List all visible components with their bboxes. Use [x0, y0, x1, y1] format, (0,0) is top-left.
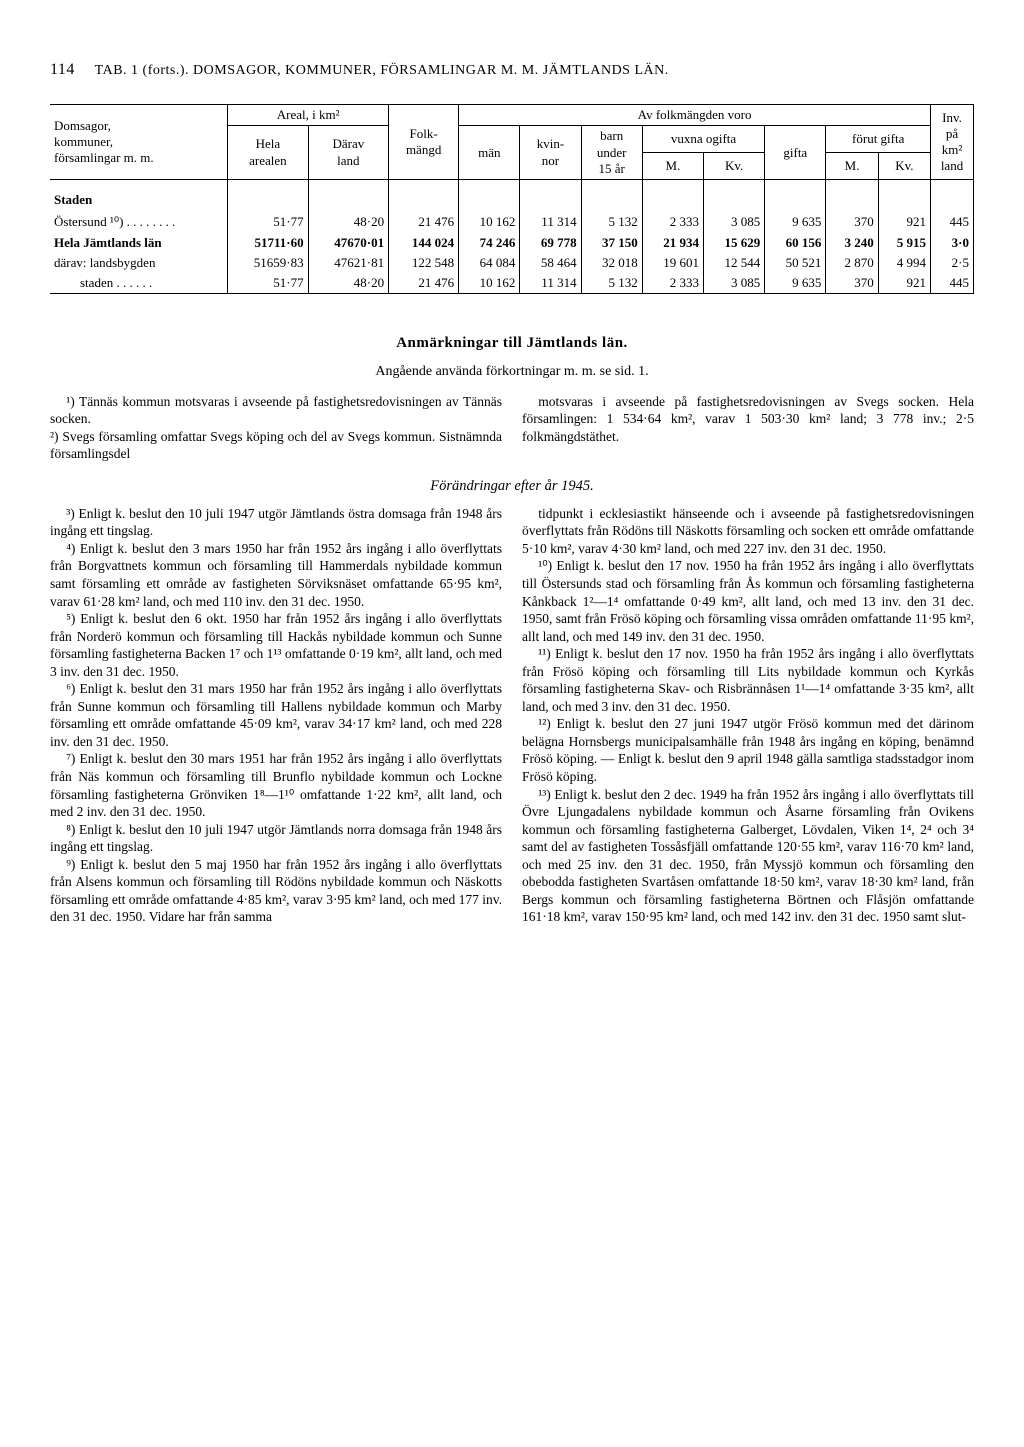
notes-title: Anmärkningar till Jämtlands län. [50, 334, 974, 353]
row-label: staden . . . . . . [50, 273, 228, 294]
cell: 5 132 [581, 273, 642, 294]
cell: 11 314 [520, 212, 581, 232]
cell: 32 018 [581, 253, 642, 273]
cell: 921 [878, 273, 930, 294]
cell: 58 464 [520, 253, 581, 273]
changes-title: Förändringar efter år 1945. [50, 477, 974, 495]
cell: 48·20 [308, 212, 388, 232]
note-paragraph: ⁶) Enligt k. beslut den 31 mars 1950 har… [50, 680, 502, 750]
cell: 50 521 [765, 253, 826, 273]
note-left-top: ¹) Tännäs kommun motsvaras i avseende på… [50, 393, 502, 463]
cell: 2 333 [642, 273, 703, 294]
notes-left-col: ³) Enligt k. beslut den 10 juli 1947 utg… [50, 505, 502, 926]
th-inv: Inv.påkm²land [931, 105, 974, 180]
th-domsagor: Domsagor,kommuner,församlingar m. m. [50, 105, 228, 180]
header-text: TAB. 1 (forts.). DOMSAGOR, KOMMUNER, FÖR… [95, 63, 669, 78]
cell: 48·20 [308, 273, 388, 294]
notes-right-col: tidpunkt i ecklesiastikt hänseende och i… [522, 505, 974, 926]
cell: 445 [931, 212, 974, 232]
th-vuxna: vuxna ogifta [642, 126, 764, 153]
cell: 12 544 [703, 253, 764, 273]
row-label: därav: landsbygden [50, 253, 228, 273]
cell: 51659·83 [228, 253, 308, 273]
row-label: Hela Jämtlands län [50, 233, 228, 253]
th-m1: M. [642, 153, 703, 180]
cell: 9 635 [765, 212, 826, 232]
cell: 21 934 [642, 233, 703, 253]
cell: 10 162 [459, 273, 520, 294]
page-header: 114 TAB. 1 (forts.). DOMSAGOR, KOMMUNER,… [50, 60, 974, 80]
notes-body: ³) Enligt k. beslut den 10 juli 1947 utg… [50, 505, 974, 926]
note-right-top: motsvaras i avseende på fastighetsredovi… [522, 393, 974, 446]
cell: 370 [826, 273, 878, 294]
cell: 47670·01 [308, 233, 388, 253]
cell: 15 629 [703, 233, 764, 253]
notes-top: ¹) Tännäs kommun motsvaras i avseende på… [50, 393, 974, 463]
note-paragraph: ¹³) Enligt k. beslut den 2 dec. 1949 ha … [522, 786, 974, 926]
cell: 3 240 [826, 233, 878, 253]
note-paragraph: ¹²) Enligt k. beslut den 27 juni 1947 ut… [522, 715, 974, 785]
cell: 5 132 [581, 212, 642, 232]
note-paragraph: ¹¹) Enligt k. beslut den 17 nov. 1950 ha… [522, 645, 974, 715]
section-label: Staden [50, 180, 228, 213]
cell: 64 084 [459, 253, 520, 273]
cell: 69 778 [520, 233, 581, 253]
note-paragraph: ⁷) Enligt k. beslut den 30 mars 1951 har… [50, 750, 502, 820]
cell: 445 [931, 273, 974, 294]
th-hela: Helaarealen [228, 126, 308, 180]
cell: 921 [878, 212, 930, 232]
row-label: Östersund ¹⁰) . . . . . . . . [50, 212, 228, 232]
cell: 74 246 [459, 233, 520, 253]
th-gifta: gifta [765, 126, 826, 180]
cell: 3·0 [931, 233, 974, 253]
cell: 11 314 [520, 273, 581, 294]
cell: 2·5 [931, 253, 974, 273]
cell: 47621·81 [308, 253, 388, 273]
note-paragraph: ¹⁰) Enligt k. beslut den 17 nov. 1950 ha… [522, 557, 974, 645]
cell: 10 162 [459, 212, 520, 232]
cell: 3 085 [703, 273, 764, 294]
th-forut: förut gifta [826, 126, 931, 153]
data-table: Domsagor,kommuner,församlingar m. m. Are… [50, 104, 974, 294]
note-paragraph: ⁸) Enligt k. beslut den 10 juli 1947 utg… [50, 821, 502, 856]
note-paragraph: ³) Enligt k. beslut den 10 juli 1947 utg… [50, 505, 502, 540]
note-paragraph: ⁵) Enligt k. beslut den 6 okt. 1950 har … [50, 610, 502, 680]
th-folk: Folk-mängd [389, 105, 459, 180]
cell: 3 085 [703, 212, 764, 232]
cell: 21 476 [389, 212, 459, 232]
cell: 370 [826, 212, 878, 232]
note-paragraph: tidpunkt i ecklesiastikt hänseende och i… [522, 505, 974, 558]
cell: 2 333 [642, 212, 703, 232]
cell: 60 156 [765, 233, 826, 253]
cell: 144 024 [389, 233, 459, 253]
cell: 5 915 [878, 233, 930, 253]
note-paragraph: ⁹) Enligt k. beslut den 5 maj 1950 har f… [50, 856, 502, 926]
th-kv1: Kv. [703, 153, 764, 180]
cell: 51·77 [228, 212, 308, 232]
note-paragraph: ⁴) Enligt k. beslut den 3 mars 1950 har … [50, 540, 502, 610]
th-m2: M. [826, 153, 878, 180]
cell: 9 635 [765, 273, 826, 294]
cell: 122 548 [389, 253, 459, 273]
cell: 51711·60 [228, 233, 308, 253]
page-number: 114 [50, 60, 75, 80]
cell: 51·77 [228, 273, 308, 294]
cell: 21 476 [389, 273, 459, 294]
th-barn: barnunder15 år [581, 126, 642, 180]
cell: 2 870 [826, 253, 878, 273]
th-kv2: Kv. [878, 153, 930, 180]
th-avfolk: Av folkmängden voro [459, 105, 931, 126]
cell: 4 994 [878, 253, 930, 273]
th-areal: Areal, i km² [228, 105, 389, 126]
th-kvinnor: kvin-nor [520, 126, 581, 180]
th-man: män [459, 126, 520, 180]
th-darav: Däravland [308, 126, 388, 180]
cell: 37 150 [581, 233, 642, 253]
notes-subtitle: Angående använda förkortningar m. m. se … [50, 363, 974, 381]
cell: 19 601 [642, 253, 703, 273]
